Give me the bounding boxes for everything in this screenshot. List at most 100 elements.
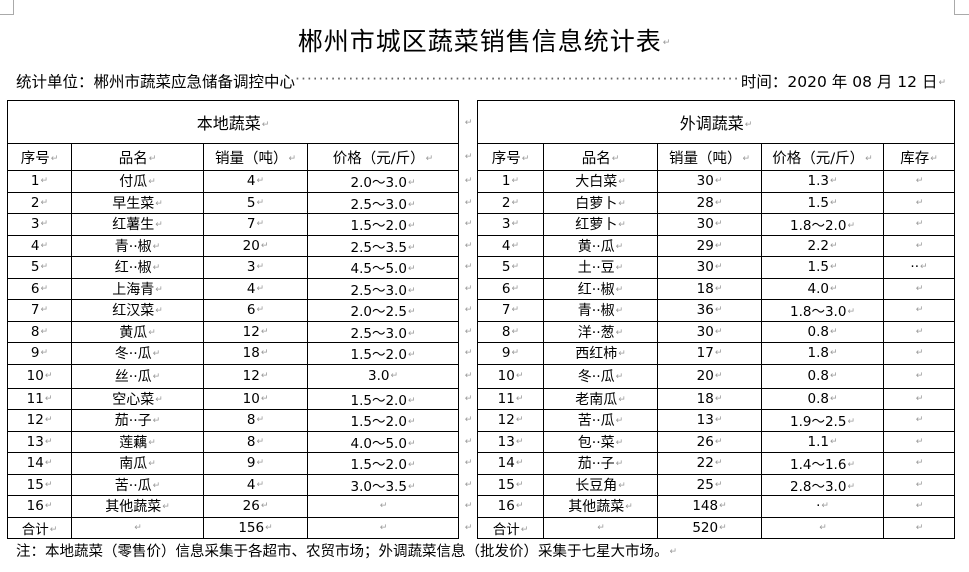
imported-col-name-cell: 大白菜 — [543, 170, 658, 193]
imported-col-index-cell: 2 — [477, 191, 544, 214]
imported-col-stock-cell — [883, 387, 955, 410]
imported-col-stock-cell — [883, 363, 955, 389]
table-row: 4青··椒202.5～3.54黄··瓜292.2 — [7, 234, 955, 257]
local-col-name-cell — [71, 516, 204, 539]
imported-col-price-cell: 0.8 — [761, 320, 884, 343]
table-row: 8黄瓜122.5～3.08洋··葱300.8 — [7, 320, 955, 343]
imported-col-stock-cell — [883, 409, 955, 432]
imported-col-sales-cell: 30 — [657, 320, 762, 343]
sales-table: 本地蔬菜 外调蔬菜 序号品名销量（吨）价格（元/斤）序号品名销量（吨）价格（元/… — [7, 100, 955, 539]
imported-col-stock-cell — [883, 452, 955, 475]
imported-col-index-cell: 14 — [477, 452, 544, 475]
imported-col-sales-cell: 29 — [657, 234, 762, 257]
local-col-name-cell: 红汉菜 — [71, 299, 204, 322]
header-col-name: 品名 — [71, 143, 204, 171]
spacer-cell — [458, 170, 478, 192]
local-col-sales-cell: 7 — [203, 213, 308, 236]
local-col-price-cell: 1.5～2.0 — [307, 213, 459, 236]
footnote: 注：本地蔬菜（零售价）信息采集于各超市、农贸市场；外调蔬菜信息（批发价）采集于七… — [16, 540, 677, 561]
imported-col-price-cell: 1.8～2.0 — [761, 213, 884, 236]
table-row: 7红汉菜62.0～2.57青··椒361.8～3.0 — [7, 299, 955, 322]
imported-col-index-cell: 12 — [477, 409, 544, 432]
imported-col-index-cell: 11 — [477, 387, 544, 410]
local-col-index-cell: 13 — [7, 430, 72, 453]
imported-col-index-cell: 合计 — [477, 516, 544, 539]
local-col-sales-cell: 26 — [203, 495, 308, 518]
header-col-name: 品名 — [543, 143, 658, 171]
imported-col-sales-cell: 520 — [657, 516, 762, 539]
spacer-cell — [458, 517, 478, 539]
imported-col-name-cell: 茄··子 — [543, 452, 658, 475]
imported-col-sales-cell: 36 — [657, 299, 762, 322]
info-line: 统计单位：郴州市蔬菜应急储备调控中心 时间：2020 年 08 月 12 日 — [16, 70, 946, 92]
imported-col-sales-cell: 20 — [657, 363, 762, 389]
local-col-price-cell: 4.5～5.0 — [307, 256, 459, 279]
local-col-sales-cell: 18 — [203, 342, 308, 365]
imported-col-name-cell: 长豆角 — [543, 473, 658, 496]
local-col-index-cell: 3 — [7, 213, 72, 236]
local-col-price-cell: 4.0～5.0 — [307, 430, 459, 453]
imported-col-index-cell: 6 — [477, 277, 544, 300]
imported-col-name-cell: 土··豆 — [543, 256, 658, 279]
spacer-cell — [458, 235, 478, 257]
spacer-cell — [458, 409, 478, 431]
local-col-price-cell — [307, 495, 459, 518]
spacer-cell — [458, 452, 478, 474]
imported-col-name-cell: 冬··瓜 — [543, 363, 658, 389]
local-col-price-cell: 3.0～3.5 — [307, 473, 459, 496]
imported-col-price-cell: · — [761, 495, 884, 518]
imported-col-price-cell: 4.0 — [761, 277, 884, 300]
spacer-cell — [458, 213, 478, 235]
header-col-sales: 销量（吨） — [203, 143, 308, 171]
imported-col-stock-cell — [883, 320, 955, 343]
imported-col-name-cell — [543, 516, 658, 539]
local-col-index-cell: 2 — [7, 191, 72, 214]
imported-col-sales-cell: 13 — [657, 409, 762, 432]
imported-col-name-cell: 西红柿 — [543, 342, 658, 365]
imported-col-price-cell: 1.8～3.0 — [761, 299, 884, 322]
imported-col-price-cell: 0.8 — [761, 363, 884, 389]
table-row: 12茄··子81.5～2.012苦··瓜131.9～2.5 — [7, 409, 955, 432]
imported-col-stock-cell — [883, 170, 955, 193]
imported-col-index-cell: 1 — [477, 170, 544, 193]
spacer-cell — [458, 299, 478, 321]
imported-col-index-cell: 13 — [477, 430, 544, 453]
imported-col-stock-cell — [883, 473, 955, 496]
imported-col-stock-cell — [883, 213, 955, 236]
imported-col-price-cell: 2.8～3.0 — [761, 473, 884, 496]
local-col-price-cell: 2.0～3.0 — [307, 170, 459, 193]
imported-col-sales-cell: 18 — [657, 277, 762, 300]
local-col-index-cell: 8 — [7, 320, 72, 343]
page-corner-mark — [0, 0, 14, 15]
table-row: 14南瓜91.5～2.014茄··子221.4～1.6 — [7, 452, 955, 475]
local-col-name-cell: 丝··瓜 — [71, 363, 204, 389]
imported-col-index-cell: 9 — [477, 342, 544, 365]
spacer-cell — [458, 388, 478, 410]
local-heading: 本地蔬菜 — [7, 100, 459, 144]
imported-col-sales-cell: 17 — [657, 342, 762, 365]
local-col-sales-cell: 4 — [203, 170, 308, 193]
header-col-sales: 销量（吨） — [657, 143, 762, 171]
imported-col-stock-cell — [883, 516, 955, 539]
local-col-sales-cell: 10 — [203, 387, 308, 410]
local-col-price-cell — [307, 516, 459, 539]
local-col-name-cell: 空心菜 — [71, 387, 204, 410]
spacer-cell — [458, 321, 478, 343]
local-col-name-cell: 其他蔬菜 — [71, 495, 204, 518]
header-col-price: 价格（元/斤） — [307, 143, 459, 171]
local-col-name-cell: 上海青 — [71, 277, 204, 300]
imported-col-price-cell: 1.1 — [761, 430, 884, 453]
imported-col-sales-cell: 30 — [657, 170, 762, 193]
imported-col-price-cell: 1.8 — [761, 342, 884, 365]
header-col-index: 序号 — [477, 143, 544, 171]
imported-col-price-cell — [761, 516, 884, 539]
local-col-price-cell: 2.5～3.0 — [307, 320, 459, 343]
imported-col-index-cell: 10 — [477, 363, 544, 389]
local-col-price-cell: 2.5～3.0 — [307, 277, 459, 300]
local-col-index-cell: 16 — [7, 495, 72, 518]
local-col-index-cell: 1 — [7, 170, 72, 193]
imported-col-index-cell: 3 — [477, 213, 544, 236]
local-col-sales-cell: 12 — [203, 363, 308, 389]
local-col-index-cell: 11 — [7, 387, 72, 410]
local-col-index-cell: 合计 — [7, 516, 72, 539]
